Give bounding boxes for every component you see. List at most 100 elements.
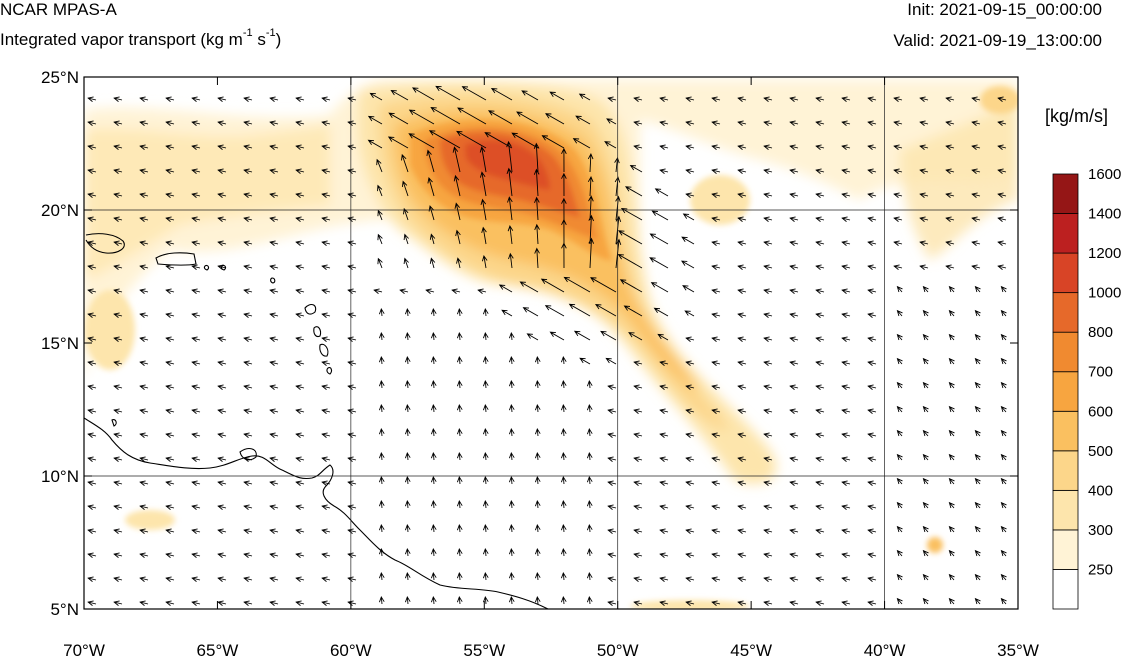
vector-arrow [217,408,227,414]
vector-arrow [456,130,487,149]
vector-arrow [682,213,695,221]
vector-arrow [711,120,721,126]
vector-arrow [893,144,903,150]
vector-arrow [711,600,721,606]
vector-arrow [711,144,721,150]
vector-arrow [685,120,695,126]
vector-arrow [1000,453,1007,461]
vector-arrow [867,120,877,126]
vector-arrow [578,93,591,101]
vector-arrow [789,288,799,294]
vector-arrow [191,528,201,534]
plot-subtitle: Integrated vapor transport (kg m-1 s-1) [0,27,282,50]
vector-arrow [737,504,747,510]
vector-arrow [617,253,643,269]
vector-arrow [594,303,617,317]
vector-arrow [867,168,877,174]
vector-arrow [763,600,773,606]
vector-arrow [971,264,981,270]
vector-arrow [867,456,877,462]
vector-arrow [789,240,799,246]
vector-arrow [711,216,721,222]
vector-arrow [841,240,851,246]
vector-arrow [165,96,175,102]
vector-arrow [619,279,643,293]
vector-arrow [948,405,955,413]
vector-arrow [165,480,175,486]
vector-arrow [685,432,695,438]
vector-arrow [269,528,279,534]
colorbar-box [1052,331,1079,373]
vector-arrow [789,96,799,102]
lat-tick-label: 10°N [41,467,79,486]
vector-arrow [867,432,877,438]
vector-arrow [737,168,747,174]
vector-arrow [428,130,461,149]
vector-arrow [711,264,721,270]
vector-arrow [541,135,565,149]
vector-arrow [482,595,489,605]
vector-arrow [841,336,851,342]
colorbar-box [1052,292,1079,333]
vector-arrow [430,595,437,605]
vector-arrow [971,240,981,246]
vector-arrow [971,168,981,174]
vector-arrow [815,480,825,486]
vector-arrow [191,216,201,222]
ivt-vectors [87,85,1007,606]
colorbar-box [1052,371,1079,412]
vector-arrow [113,120,123,126]
vector-arrow [659,432,669,438]
vector-arrow [607,408,617,414]
vector-arrow [560,355,567,365]
vector-arrow [789,120,799,126]
vector-arrow [685,504,695,510]
vector-arrow [165,240,175,246]
vector-arrow [789,480,799,486]
vector-arrow [295,144,305,150]
vector-arrow [456,379,463,389]
vector-arrow [922,453,929,461]
vector-arrow [378,595,385,605]
vector-arrow [841,120,851,126]
subtitle-end: ) [275,30,282,49]
vector-arrow [243,432,253,438]
vector-arrow [633,504,643,510]
vector-arrow [815,600,825,606]
vector-arrow [711,456,721,462]
vector-arrow [867,288,877,294]
vector-arrow [295,120,305,126]
vector-arrow [841,144,851,150]
vector-arrow [139,576,149,582]
vector-arrow [654,188,669,197]
colorbar-tick-label: 700 [1088,364,1113,381]
vector-arrow [534,475,541,485]
vector-arrow [974,381,981,389]
subtitle-exponent-1: -1 [242,27,253,40]
vector-arrow [737,600,747,606]
vector-arrow [711,240,721,246]
vector-arrow [549,331,565,341]
vector-arrow [789,360,799,366]
vector-arrow [737,264,747,270]
colorbar-tick-label: 250 [1088,561,1113,578]
vector-arrow [607,528,617,534]
vector-arrow [763,264,773,270]
vector-arrow [269,144,279,150]
vector-arrow [508,475,515,485]
vector-arrow [191,96,201,102]
vector-arrow [269,168,279,174]
vector-arrow [508,547,515,557]
vector-arrow [113,384,123,390]
vector-arrow [295,408,305,414]
vector-arrow [378,307,385,317]
vector-arrow [841,216,851,222]
vector-arrow [139,288,149,294]
vector-arrow [217,96,227,102]
colorbar-tick-label: 1400 [1088,206,1121,223]
vector-arrow [113,528,123,534]
vector-arrow [534,223,540,245]
vector-arrow [974,285,981,293]
vector-arrow [633,432,643,438]
